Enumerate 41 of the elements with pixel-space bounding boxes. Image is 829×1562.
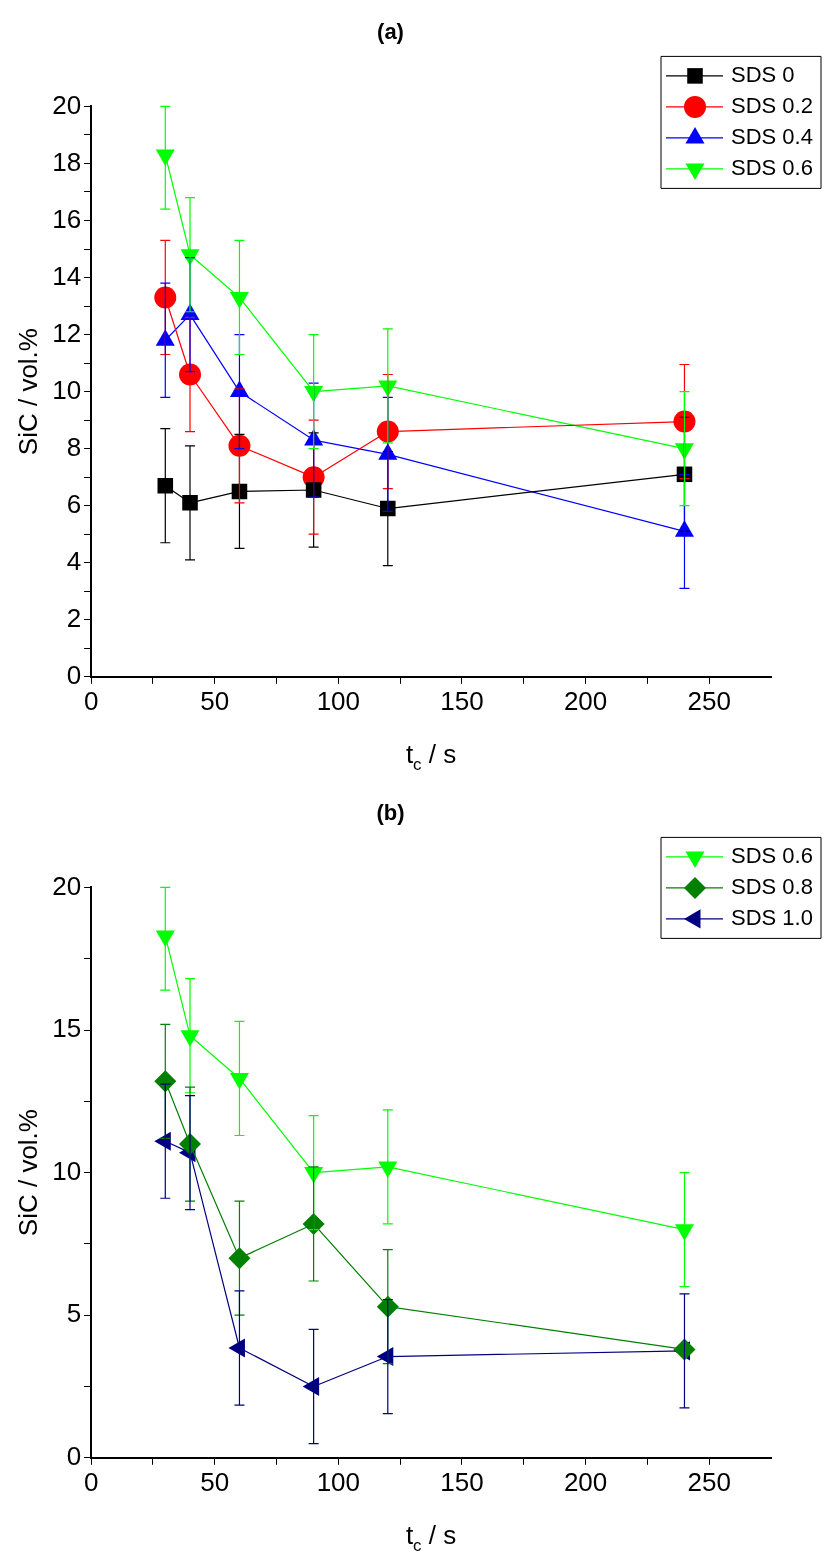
x-tick-label: 200 [563,1466,608,1497]
y-axis-title: SiC / vol.% [12,1109,43,1237]
legend-label: SDS 0.6 [731,154,813,180]
y-axis-title: SiC / vol.% [12,328,43,456]
legend-label: SDS 0 [731,61,795,87]
point [378,1161,398,1178]
legend-label: SDS 0.2 [731,92,813,118]
y-tick-label: 0 [66,659,82,690]
legend-label: SDS 0.6 [731,842,813,868]
legend-label: SDS 1.0 [731,904,813,930]
y-tick-label: 20 [52,89,82,120]
point [228,1247,251,1270]
x-tick-label: 250 [687,1466,731,1497]
point [155,930,175,947]
legend-label: SDS 0.4 [731,123,813,149]
y-tick-label: 4 [66,545,82,576]
chart-title: (a) [377,19,404,45]
chart-title: (b) [376,800,405,826]
x-tick-label: 250 [687,685,731,716]
y-tick-label: 10 [52,374,82,405]
y-tick-label: 6 [66,488,82,519]
y-tick-label: 20 [52,870,82,901]
y-tick-label: 2 [66,602,82,633]
legend-label: SDS 0.8 [731,873,813,899]
y-tick-label: 12 [52,317,82,348]
x-tick-label: 50 [200,1466,230,1497]
y-tick-label: 5 [66,1298,82,1329]
y-tick-label: 8 [66,431,82,462]
point [229,1072,249,1090]
y-tick-label: 16 [52,203,82,234]
x-tick-label: 100 [316,685,361,716]
y-tick-label: 0 [66,1440,82,1471]
x-tick-label: 200 [563,685,608,716]
x-tick-label: 100 [316,1466,361,1497]
x-tick-label: 150 [440,1466,484,1497]
y-tick-label: 14 [52,260,82,291]
y-tick-label: 15 [52,1013,82,1044]
x-tick-label: 150 [440,685,484,716]
x-tick-label: 50 [200,685,230,716]
y-tick-label: 10 [52,1155,82,1186]
y-tick-label: 18 [52,146,82,177]
